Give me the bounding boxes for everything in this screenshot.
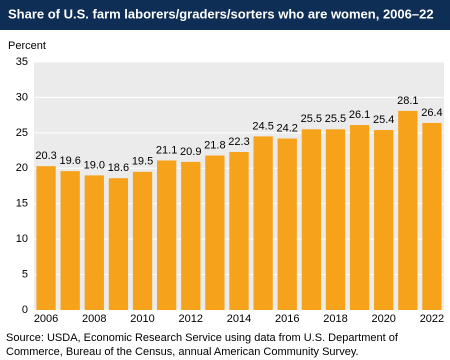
y-tick-label: 30 (16, 91, 28, 103)
value-label: 28.1 (397, 95, 418, 107)
y-tick-label: 5 (22, 268, 28, 280)
value-label: 19.6 (59, 155, 80, 167)
value-label: 20.9 (180, 146, 201, 158)
source-line: Source: USDA, Economic Research Service … (6, 332, 399, 344)
bar (301, 129, 321, 310)
bar (181, 161, 201, 310)
title-bar (0, 0, 450, 30)
bar (84, 175, 104, 310)
value-label: 25.5 (301, 113, 322, 125)
source-line: Commerce, Bureau of the Census, annual A… (6, 346, 359, 358)
y-tick-label: 20 (16, 162, 28, 174)
y-tick-label: 25 (16, 127, 28, 139)
x-tick-label: 2006 (34, 313, 58, 325)
bar (422, 122, 442, 311)
bar (132, 171, 153, 310)
x-tick-label: 2020 (371, 313, 395, 325)
value-label: 18.6 (108, 162, 129, 174)
x-tick-label: 2012 (179, 313, 203, 325)
x-tick-label: 2014 (227, 313, 251, 325)
bar (253, 136, 273, 310)
y-tick-label: 15 (16, 198, 28, 210)
x-tick-label: 2008 (82, 313, 106, 325)
bar (349, 125, 370, 310)
value-label: 26.1 (349, 109, 370, 121)
value-label: 20.3 (35, 150, 56, 162)
value-label: 25.4 (373, 114, 394, 126)
chart-title: Share of U.S. farm laborers/graders/sort… (8, 6, 434, 21)
x-tick-label: 2018 (323, 313, 347, 325)
bar (205, 155, 225, 310)
value-label: 22.3 (228, 136, 249, 148)
y-tick-label: 0 (22, 304, 28, 316)
bar (325, 129, 346, 310)
y-tick-label: 10 (16, 233, 28, 245)
value-label: 19.5 (132, 156, 153, 168)
bar (60, 171, 80, 310)
bar (277, 138, 297, 310)
value-label: 24.2 (277, 122, 298, 134)
value-label: 19.0 (84, 159, 105, 171)
bar (374, 130, 394, 310)
bar (398, 110, 418, 311)
value-label: 24.5 (252, 120, 273, 132)
bar (36, 166, 56, 310)
bar (108, 178, 129, 310)
value-label: 26.4 (421, 107, 442, 119)
y-tick-label: 35 (16, 56, 28, 68)
x-tick-label: 2016 (275, 313, 299, 325)
bar (229, 151, 249, 310)
x-tick-label: 2010 (130, 313, 154, 325)
x-tick-label: 2022 (420, 313, 444, 325)
y-axis-label: Percent (8, 40, 46, 52)
value-label: 21.8 (204, 139, 225, 151)
value-label: 25.5 (325, 113, 346, 125)
value-label: 21.1 (156, 144, 177, 156)
bar (157, 160, 177, 310)
